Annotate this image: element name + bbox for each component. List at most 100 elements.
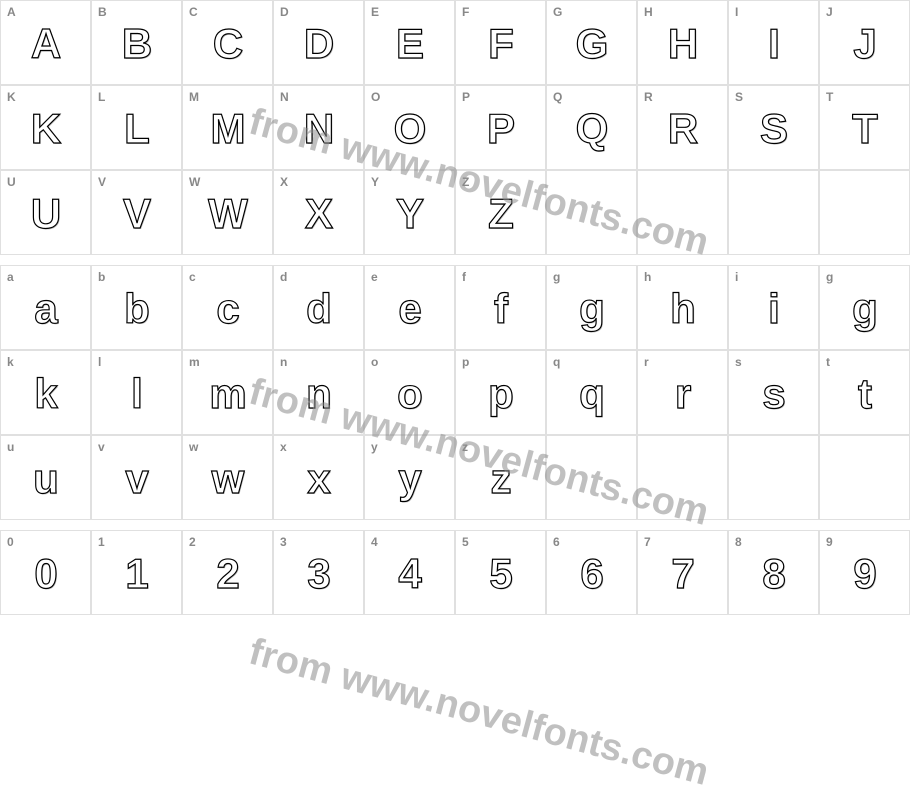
- charmap-cell: EE: [364, 0, 455, 85]
- cell-glyph: t: [858, 370, 871, 418]
- cell-label: T: [826, 90, 833, 104]
- charmap-cell: GG: [546, 0, 637, 85]
- cell-glyph: H: [668, 20, 697, 68]
- cell-glyph: 9: [853, 550, 875, 598]
- charmap-cell: RR: [637, 85, 728, 170]
- cell-label: M: [189, 90, 199, 104]
- charmap-cell: DD: [273, 0, 364, 85]
- cell-glyph: I: [768, 20, 779, 68]
- charmap-cell: zz: [455, 435, 546, 520]
- cell-label: z: [462, 440, 468, 454]
- cell-label: 4: [371, 535, 378, 549]
- cell-label: p: [462, 355, 469, 369]
- cell-glyph: C: [213, 20, 242, 68]
- charmap-cell: aa: [0, 265, 91, 350]
- cell-label: 8: [735, 535, 742, 549]
- cell-label: v: [98, 440, 105, 454]
- cell-glyph: c: [216, 285, 238, 333]
- cell-glyph: 4: [398, 550, 420, 598]
- charmap-cell: ss: [728, 350, 819, 435]
- cell-glyph: O: [394, 105, 426, 153]
- cell-label: o: [371, 355, 378, 369]
- charmap-cell: [637, 170, 728, 255]
- cell-glyph: w: [212, 455, 244, 503]
- cell-glyph: f: [494, 285, 507, 333]
- charmap-cell: ii: [728, 265, 819, 350]
- cell-label: g: [553, 270, 560, 284]
- cell-label: t: [826, 355, 830, 369]
- charmap-cell: FF: [455, 0, 546, 85]
- cell-glyph: v: [125, 455, 147, 503]
- cell-glyph: k: [34, 370, 56, 418]
- cell-label: Q: [553, 90, 562, 104]
- cell-glyph: s: [762, 370, 784, 418]
- cell-glyph: J: [853, 20, 875, 68]
- cell-label: 7: [644, 535, 651, 549]
- charmap-cell: XX: [273, 170, 364, 255]
- charmap-cell: ww: [182, 435, 273, 520]
- cell-glyph: K: [31, 105, 60, 153]
- charmap-cell: dd: [273, 265, 364, 350]
- charmap-cell: oo: [364, 350, 455, 435]
- cell-glyph: S: [760, 105, 787, 153]
- cell-glyph: l: [131, 370, 142, 418]
- charmap-cell: AA: [0, 0, 91, 85]
- charmap-cell: xx: [273, 435, 364, 520]
- charmap-cell: 44: [364, 530, 455, 615]
- cell-label: x: [280, 440, 287, 454]
- charmap-cell: nn: [273, 350, 364, 435]
- cell-label: 6: [553, 535, 560, 549]
- block-digits: 00112233445566778899: [0, 530, 911, 615]
- cell-label: R: [644, 90, 653, 104]
- cell-glyph: F: [488, 20, 513, 68]
- charmap-cell: 77: [637, 530, 728, 615]
- cell-glyph: Y: [396, 190, 423, 238]
- cell-label: W: [189, 175, 200, 189]
- block-lowercase: aabbccddeeffgghhiiggkkllmmnnooppqqrrsstt…: [0, 265, 911, 520]
- cell-label: 5: [462, 535, 469, 549]
- charmap-cell: 55: [455, 530, 546, 615]
- cell-glyph: g: [852, 285, 877, 333]
- charmap-cell: MM: [182, 85, 273, 170]
- watermark-text: from www.novelfonts.com: [244, 631, 713, 795]
- charmap-cell: 99: [819, 530, 910, 615]
- cell-glyph: 0: [34, 550, 56, 598]
- cell-label: 9: [826, 535, 833, 549]
- cell-glyph: 7: [671, 550, 693, 598]
- charmap-cell: [819, 170, 910, 255]
- cell-label: a: [7, 270, 14, 284]
- charmap-cell: ee: [364, 265, 455, 350]
- cell-label: n: [280, 355, 287, 369]
- charmap-cell: KK: [0, 85, 91, 170]
- cell-label: L: [98, 90, 105, 104]
- cell-glyph: 2: [216, 550, 238, 598]
- cell-glyph: a: [34, 285, 56, 333]
- charmap-cell: [546, 170, 637, 255]
- cell-label: E: [371, 5, 379, 19]
- cell-label: 0: [7, 535, 14, 549]
- charmap-cell: BB: [91, 0, 182, 85]
- cell-glyph: p: [488, 370, 513, 418]
- cell-glyph: i: [768, 285, 779, 333]
- charmap-cell: ff: [455, 265, 546, 350]
- cell-glyph: n: [306, 370, 331, 418]
- charmap-cell: ZZ: [455, 170, 546, 255]
- charmap-cell: SS: [728, 85, 819, 170]
- cell-label: q: [553, 355, 560, 369]
- charmap-cell: [728, 435, 819, 520]
- cell-label: F: [462, 5, 469, 19]
- cell-glyph: X: [305, 190, 332, 238]
- charmap-cell: uu: [0, 435, 91, 520]
- cell-label: y: [371, 440, 378, 454]
- charmap-cell: 66: [546, 530, 637, 615]
- cell-glyph: E: [396, 20, 423, 68]
- cell-glyph: P: [487, 105, 514, 153]
- charmap-cell: 88: [728, 530, 819, 615]
- charmap-cell: pp: [455, 350, 546, 435]
- charmap-cell: gg: [546, 265, 637, 350]
- cell-label: Y: [371, 175, 379, 189]
- cell-glyph: U: [31, 190, 60, 238]
- cell-glyph: q: [579, 370, 604, 418]
- cell-label: h: [644, 270, 651, 284]
- charmap-cell: YY: [364, 170, 455, 255]
